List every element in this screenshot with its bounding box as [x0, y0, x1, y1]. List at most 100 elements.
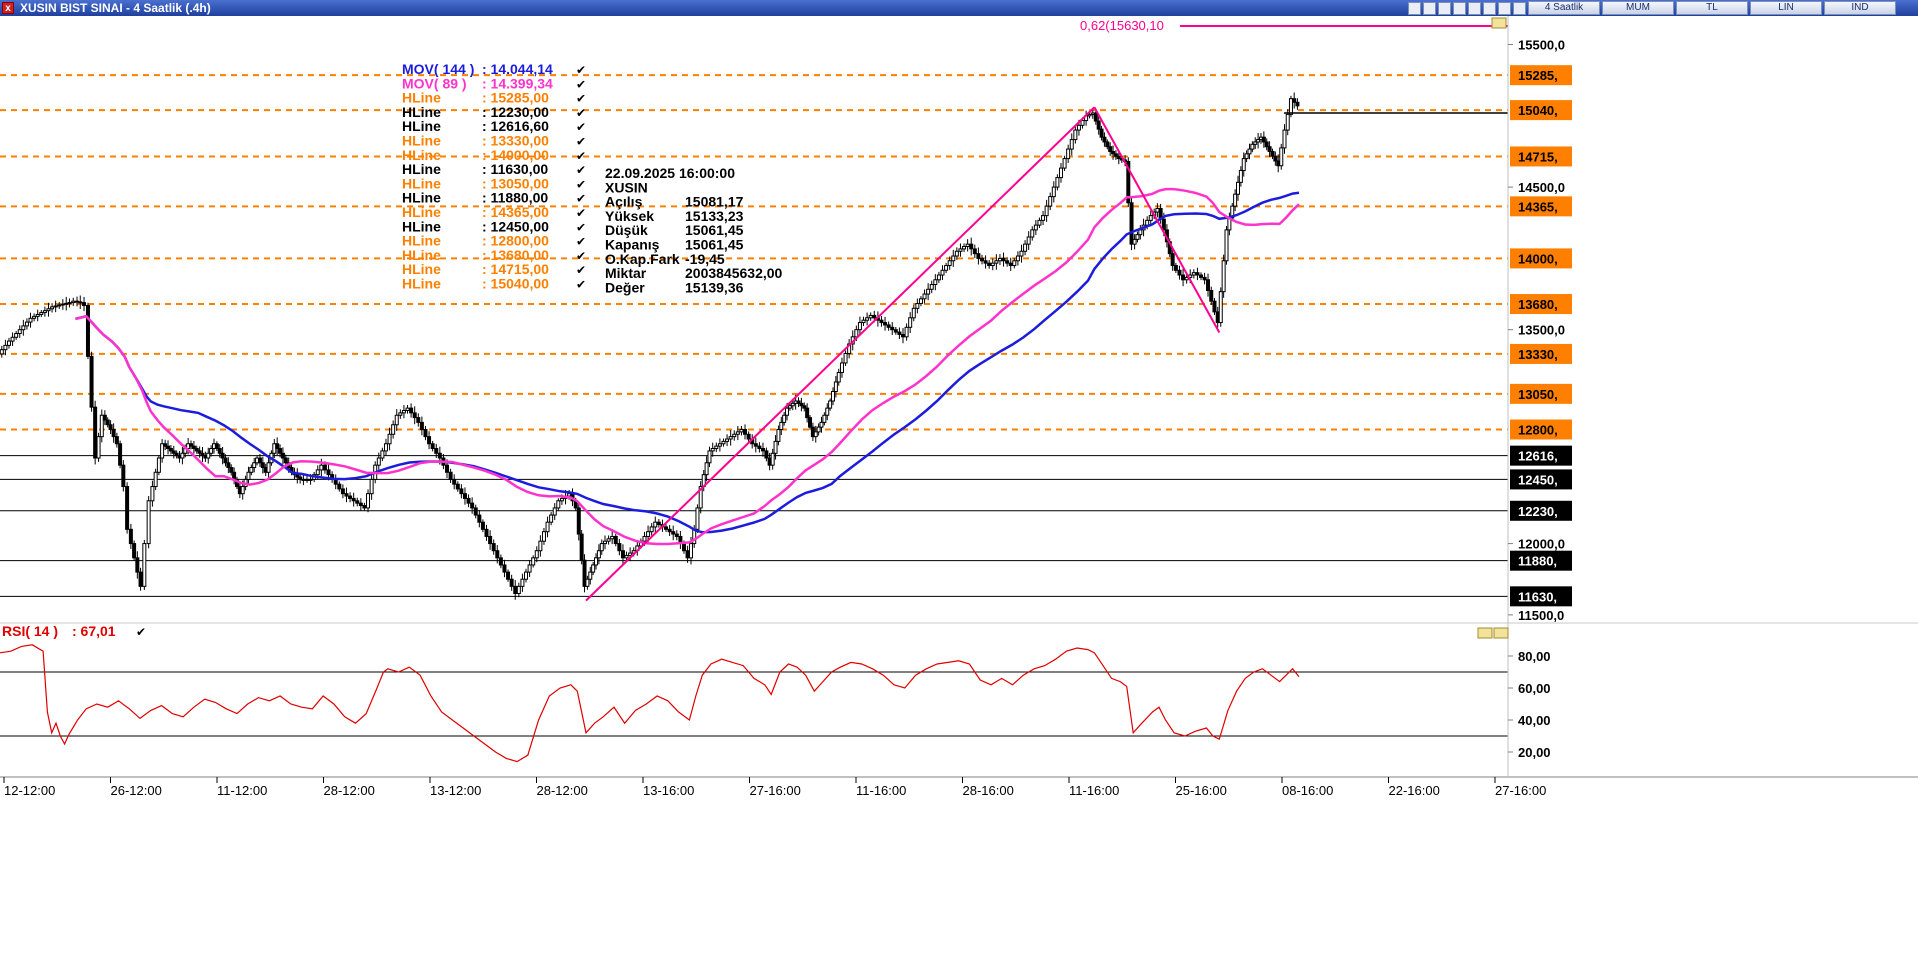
check-icon[interactable]: ✔ — [576, 192, 586, 206]
candle-body — [1155, 207, 1160, 213]
toolbar-button[interactable]: TL — [1676, 1, 1748, 15]
candle-body — [671, 531, 676, 535]
tools-icon[interactable] — [1423, 1, 1436, 15]
candle-body — [75, 300, 80, 303]
candle-body — [1023, 243, 1028, 252]
check-icon[interactable]: ✔ — [576, 206, 586, 220]
candle-body — [448, 471, 453, 480]
candle-body — [799, 402, 804, 407]
candle-body — [39, 312, 44, 315]
candle-body — [266, 462, 271, 473]
candle-body — [434, 448, 439, 454]
hline-price-tag-label: 13680, — [1518, 297, 1558, 312]
candle-body — [125, 486, 130, 530]
hline-price-tag — [1510, 445, 1572, 466]
candle-body — [1062, 158, 1067, 169]
legend-item-value: : 14.044,14 — [482, 61, 553, 77]
x-tick-label: 28-12:00 — [537, 783, 588, 798]
candle-body — [1093, 112, 1098, 122]
check-icon[interactable]: ✔ — [576, 63, 586, 77]
candle-body — [674, 533, 679, 537]
candle-body — [369, 478, 374, 495]
candle-body — [954, 250, 959, 257]
toolbar-button[interactable]: LIN — [1750, 1, 1822, 15]
check-icon[interactable]: ✔ — [576, 177, 586, 191]
candle-body — [552, 507, 557, 516]
candle-body — [135, 557, 140, 573]
check-icon[interactable]: ✔ — [136, 625, 146, 639]
candle-body — [926, 288, 931, 295]
zoom-icon[interactable] — [1498, 1, 1511, 15]
candle-body — [994, 260, 999, 264]
hline-price-tag — [1510, 294, 1572, 315]
candle-body — [1105, 141, 1110, 148]
link-icon[interactable] — [1468, 1, 1481, 15]
check-icon[interactable]: ✔ — [576, 278, 586, 292]
candle-body — [908, 317, 913, 328]
candle-body — [594, 557, 599, 566]
chart-area[interactable]: 0,62(15630,10 RSI( 14 ): 67,01 ✔ 15285,15… — [0, 16, 1918, 975]
hline-price-tag-label: 13330, — [1518, 347, 1558, 362]
toolbar-button[interactable]: 4 Saatlik — [1528, 1, 1600, 15]
candle-body — [445, 464, 450, 473]
candle-body — [111, 429, 116, 438]
candle-body — [348, 495, 353, 499]
candle-body — [1224, 229, 1229, 262]
info-value: 15061,45 — [685, 222, 744, 238]
legend-item-value: : 14.399,34 — [482, 75, 553, 91]
candle-body — [681, 543, 686, 552]
candle-body — [545, 521, 550, 533]
check-icon[interactable]: ✔ — [576, 235, 586, 249]
check-icon[interactable]: ✔ — [576, 106, 586, 120]
window-title: XUSIN BIST SINAI - 4 Saatlik (.4h) — [20, 1, 211, 15]
check-icon[interactable]: ✔ — [576, 263, 586, 277]
close-icon[interactable]: x — [2, 2, 14, 14]
settings-icon[interactable] — [1453, 1, 1466, 15]
candle-body — [534, 550, 539, 559]
check-icon[interactable]: ✔ — [576, 149, 586, 163]
x-tick-label: 08-16:00 — [1282, 783, 1333, 798]
candle-body — [872, 314, 877, 319]
candle-body — [28, 317, 33, 323]
toolbar-button[interactable]: MUM — [1602, 1, 1674, 15]
info-label: Miktar — [605, 265, 647, 281]
candle-body — [1019, 250, 1024, 257]
check-icon[interactable]: ✔ — [576, 77, 586, 91]
candle-body — [958, 248, 963, 252]
candle-body — [437, 452, 442, 459]
hline-price-tag — [1510, 100, 1572, 121]
check-icon[interactable]: ✔ — [576, 92, 586, 106]
candle-body — [132, 543, 137, 559]
candle-body — [1273, 155, 1278, 162]
candle-body — [3, 344, 8, 351]
check-icon[interactable]: ✔ — [576, 135, 586, 149]
check-icon[interactable]: ✔ — [576, 249, 586, 263]
title-bar[interactable]: x XUSIN BIST SINAI - 4 Saatlik (.4h) 4 S… — [0, 0, 1918, 16]
draw-icon[interactable] — [1483, 1, 1496, 15]
candle-body — [1008, 262, 1013, 267]
candle-body — [209, 448, 214, 454]
check-icon[interactable]: ✔ — [576, 220, 586, 234]
candle-body — [1256, 139, 1261, 143]
candle-body — [549, 514, 554, 523]
refresh-icon[interactable] — [1438, 1, 1451, 15]
candle-body — [1044, 205, 1049, 217]
candle-body — [936, 274, 941, 281]
candle-body — [556, 500, 561, 509]
chart-icon[interactable] — [1408, 1, 1421, 15]
check-icon[interactable]: ✔ — [576, 163, 586, 177]
check-icon[interactable]: ✔ — [576, 120, 586, 134]
candle-body — [1041, 215, 1046, 221]
candle-body — [214, 443, 219, 450]
pin-icon[interactable] — [1513, 1, 1526, 15]
candle-body — [1129, 202, 1134, 245]
toolbar-button[interactable]: IND — [1824, 1, 1896, 15]
candle-body — [99, 414, 104, 438]
candle-body — [427, 436, 432, 445]
candle-body — [576, 507, 581, 535]
candle-body — [121, 464, 126, 488]
candle-body — [541, 531, 546, 542]
candle-body — [822, 414, 827, 423]
info-label: Kapanış — [605, 237, 660, 253]
candle-body — [790, 402, 795, 407]
